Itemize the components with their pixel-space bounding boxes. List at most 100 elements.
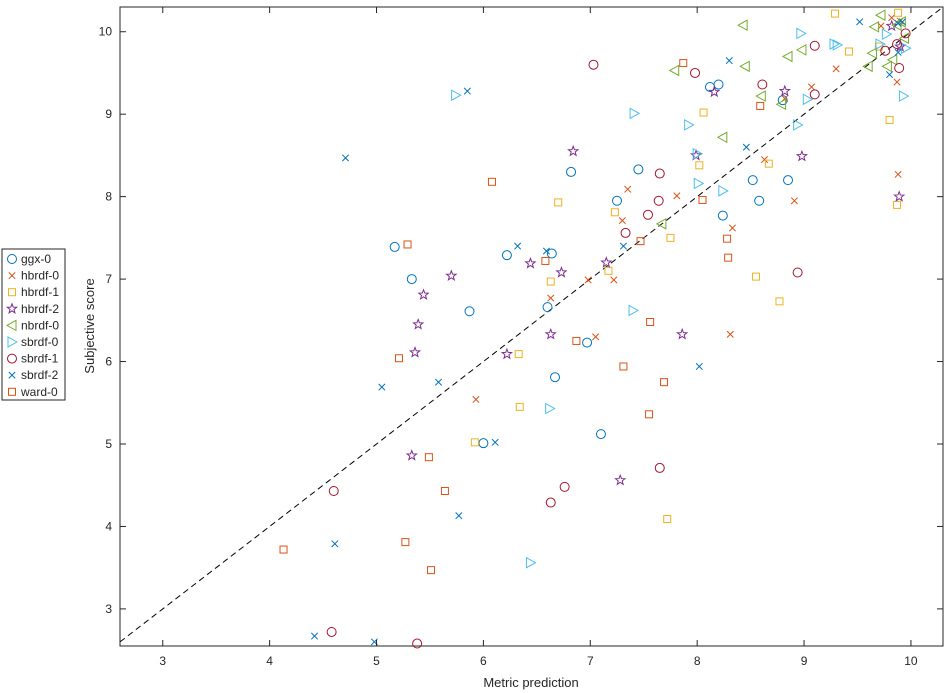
- legend-entry: hbrdf-0: [8, 269, 59, 283]
- data-point: [756, 101, 765, 110]
- data-point: [718, 185, 729, 197]
- series-ggx-0: [389, 79, 794, 449]
- y-tick-label: 8: [105, 190, 112, 204]
- data-point: [868, 20, 880, 33]
- identity-reference-line: [119, 6, 944, 643]
- data-point: [424, 453, 433, 462]
- legend-label: ward-0: [20, 385, 58, 399]
- data-point: [900, 28, 911, 39]
- legend-entry: ggx-0: [7, 252, 51, 266]
- data-point: [856, 18, 864, 26]
- data-point: [832, 39, 844, 51]
- data-point: [755, 90, 766, 102]
- data-point: [692, 147, 704, 160]
- data-point: [491, 438, 499, 446]
- data-point: [653, 195, 664, 206]
- data-point: [775, 297, 784, 306]
- x-tick-label: 10: [904, 654, 918, 668]
- data-point: [726, 330, 734, 338]
- data-point: [886, 71, 894, 79]
- data-point: [880, 45, 891, 56]
- data-point: [666, 233, 675, 242]
- data-point: [708, 85, 721, 98]
- data-point: [881, 60, 892, 73]
- data-point: [331, 540, 339, 548]
- data-point: [525, 556, 537, 569]
- data-point: [695, 161, 704, 170]
- data-point: [478, 438, 489, 449]
- legend-marker: [8, 272, 16, 280]
- data-point: [545, 402, 556, 415]
- data-point: [894, 19, 902, 28]
- data-point: [844, 47, 853, 56]
- legend-label: sbrdf-1: [21, 352, 59, 366]
- data-point: [417, 288, 430, 300]
- data-point: [654, 168, 665, 179]
- data-point: [893, 190, 906, 202]
- data-point: [777, 95, 788, 106]
- data-point: [554, 198, 563, 207]
- data-point: [679, 59, 688, 68]
- data-point: [796, 27, 807, 40]
- data-point: [795, 149, 809, 162]
- legend-marker: [7, 353, 17, 364]
- legend-marker: [8, 371, 16, 379]
- data-point: [401, 538, 410, 547]
- data-point: [894, 63, 905, 74]
- data-point: [566, 166, 577, 177]
- data-point: [742, 143, 750, 151]
- data-point: [445, 269, 458, 281]
- data-point: [898, 32, 910, 45]
- legend-marker: [5, 319, 17, 332]
- data-point: [464, 306, 475, 317]
- data-point: [542, 247, 551, 255]
- data-point: [901, 42, 912, 55]
- data-point: [470, 438, 479, 447]
- x-tick-label: 3: [159, 654, 166, 668]
- data-point: [809, 89, 820, 100]
- data-point: [893, 78, 901, 86]
- data-point: [427, 566, 436, 575]
- data-point: [604, 266, 613, 275]
- legend-label: sbrdf-2: [21, 368, 59, 382]
- data-point: [643, 209, 654, 220]
- data-point: [875, 38, 886, 50]
- legend-entry: sbrdf-2: [8, 368, 59, 382]
- x-tick-label: 5: [373, 654, 380, 668]
- data-point: [588, 59, 599, 70]
- data-point: [892, 39, 903, 50]
- data-point: [487, 177, 496, 186]
- data-point: [600, 256, 613, 268]
- data-point: [760, 155, 769, 164]
- y-tick-label: 3: [105, 602, 112, 616]
- data-point: [378, 383, 386, 391]
- legend-label: ggx-0: [21, 252, 51, 266]
- data-point: [893, 200, 902, 209]
- legend-entry: ward-0: [8, 385, 58, 399]
- data-point: [624, 185, 632, 193]
- data-point: [690, 67, 701, 78]
- data-point: [328, 485, 339, 496]
- data-point: [684, 119, 695, 131]
- data-point: [555, 266, 568, 278]
- data-point: [695, 362, 703, 371]
- data-point: [775, 98, 787, 111]
- data-point: [862, 60, 873, 73]
- data-point: [747, 175, 758, 186]
- data-point: [660, 378, 669, 387]
- data-point: [698, 195, 707, 204]
- data-point: [713, 79, 724, 90]
- series-hbrdf-2: [405, 19, 907, 486]
- y-tick-label: 5: [105, 437, 112, 451]
- data-point: [790, 197, 798, 205]
- series-nbrdf-0: [655, 9, 910, 230]
- data-point: [831, 9, 840, 18]
- data-point: [619, 242, 627, 250]
- series-sbrdf-0: [451, 27, 912, 569]
- data-point: [898, 90, 910, 102]
- data-point: [723, 234, 732, 243]
- data-point: [310, 632, 319, 640]
- legend-entry: sbrdf-0: [7, 335, 59, 349]
- data-point: [737, 19, 748, 31]
